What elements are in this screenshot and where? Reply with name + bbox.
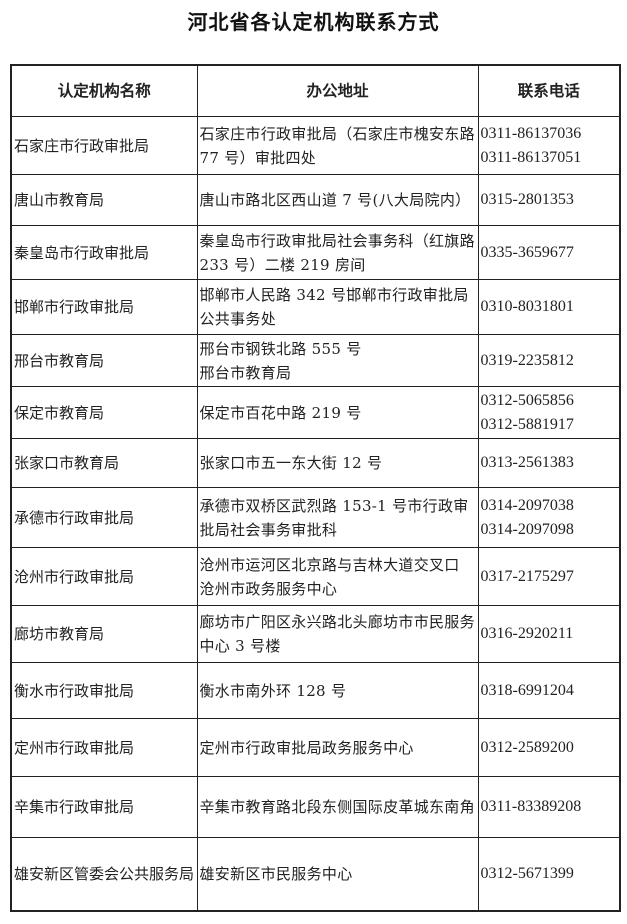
table-row: 邯郸市行政审批局 邯郸市人民路 342 号邯郸市行政审批局公共事务处 0310-80… bbox=[10, 279, 621, 335]
office-address: 衡水市南外环 128 号 bbox=[196, 662, 479, 719]
contact-phone: 0314-2097038 0314-2097098 bbox=[477, 487, 621, 548]
contact-phone: 0317-2175297 bbox=[477, 547, 621, 606]
table-row: 秦皇岛市行政审批局 秦皇岛市行政审批局社会事务科（红旗路 233 号）二楼 219… bbox=[10, 225, 621, 280]
office-address: 秦皇岛市行政审批局社会事务科（红旗路 233 号）二楼 219 房间 bbox=[196, 225, 479, 280]
office-address: 雄安新区市民服务中心 bbox=[196, 837, 479, 911]
agency-name: 张家口市教育局 bbox=[10, 438, 198, 488]
phone-number: 0314-2097038 bbox=[480, 496, 574, 514]
phone-number: 0311-83389208 bbox=[480, 798, 582, 815]
agency-name: 定州市行政审批局 bbox=[10, 718, 198, 777]
phone-number: 0312-5065856 bbox=[480, 391, 574, 409]
contact-phone: 0312-5065856 0312-5881917 bbox=[477, 386, 621, 439]
contact-phone: 0311-83389208 bbox=[477, 776, 621, 838]
phone-number: 0335-3659677 bbox=[480, 243, 574, 261]
contact-phone: 0318-6991204 bbox=[477, 662, 621, 719]
agency-name: 衡水市行政审批局 bbox=[10, 662, 198, 719]
contact-phone: 0311-86137036 0311-86137051 bbox=[477, 116, 621, 175]
table-row: 衡水市行政审批局 衡水市南外环 128 号 0318-6991204 bbox=[10, 662, 621, 719]
table-header-row: 认定机构名称 办公地址 联系电话 bbox=[10, 64, 621, 117]
phone-number: 0314-2097098 bbox=[480, 520, 574, 538]
table-row: 石家庄市行政审批局 石家庄市行政审批局（石家庄市槐安东路 77 号）审批四处 031… bbox=[10, 116, 621, 175]
agency-name: 保定市教育局 bbox=[10, 386, 198, 439]
agency-name: 辛集市行政审批局 bbox=[10, 776, 198, 838]
agency-name: 雄安新区管委会公共服务局 bbox=[10, 837, 198, 911]
agency-name: 邯郸市行政审批局 bbox=[10, 279, 198, 335]
office-address: 承德市双桥区武烈路 153-1 号市行政审批局社会事务审批科 bbox=[196, 487, 479, 548]
table-row: 唐山市教育局 唐山市路北区西山道 7 号(八大局院内） 0315-2801353 bbox=[10, 174, 621, 226]
office-address: 张家口市五一东大街 12 号 bbox=[196, 438, 479, 488]
phone-number: 0311-86137036 bbox=[480, 124, 582, 142]
phone-number: 0315-2801353 bbox=[480, 191, 574, 208]
office-address: 定州市行政审批局政务服务中心 bbox=[196, 718, 479, 777]
table-row: 邢台市教育局 邢台市钢铁北路 555 号 邢台市教育局 0319-2235812 bbox=[10, 334, 621, 387]
table-row: 张家口市教育局 张家口市五一东大街 12 号 0313-2561383 bbox=[10, 438, 621, 488]
phone-number: 0318-6991204 bbox=[480, 681, 574, 699]
contact-phone: 0313-2561383 bbox=[477, 438, 621, 488]
agency-name: 石家庄市行政审批局 bbox=[10, 116, 198, 175]
agency-name: 唐山市教育局 bbox=[10, 174, 198, 226]
contact-phone: 0316-2920211 bbox=[477, 605, 621, 663]
page-title: 河北省各认定机构联系方式 bbox=[187, 10, 440, 34]
agency-name: 秦皇岛市行政审批局 bbox=[10, 225, 198, 280]
phone-number: 0313-2561383 bbox=[480, 454, 574, 471]
phone-number: 0312-2589200 bbox=[480, 738, 574, 756]
phone-number: 0311-86137051 bbox=[480, 148, 582, 166]
office-address: 廊坊市广阳区永兴路北头廊坊市市民服务中心 3 号楼 bbox=[196, 605, 479, 663]
agency-name: 沧州市行政审批局 bbox=[10, 547, 198, 606]
phone-number: 0317-2175297 bbox=[480, 567, 574, 585]
agency-name: 邢台市教育局 bbox=[10, 334, 198, 387]
header-name: 认定机构名称 bbox=[10, 64, 198, 117]
contact-phone: 0312-5671399 bbox=[477, 837, 621, 911]
table-row: 承德市行政审批局 承德市双桥区武烈路 153-1 号市行政审批局社会事务审批科 03… bbox=[10, 487, 621, 548]
office-address: 邯郸市人民路 342 号邯郸市行政审批局公共事务处 bbox=[196, 279, 479, 335]
phone-number: 0310-8031801 bbox=[480, 298, 574, 315]
table-row: 辛集市行政审批局 辛集市教育路北段东侧国际皮革城东南角 0311-83389208 bbox=[10, 776, 621, 838]
office-address: 石家庄市行政审批局（石家庄市槐安东路 77 号）审批四处 bbox=[196, 116, 479, 175]
table-row: 沧州市行政审批局 沧州市运河区北京路与吉林大道交叉口 沧州市政务服务中心 0317-… bbox=[10, 547, 621, 606]
contact-phone: 0335-3659677 bbox=[477, 225, 621, 280]
office-address: 辛集市教育路北段东侧国际皮革城东南角 bbox=[196, 776, 479, 838]
agency-name: 承德市行政审批局 bbox=[10, 487, 198, 548]
contact-table: 认定机构名称 办公地址 联系电话 石家庄市行政审批局 石家庄市行政审批局（石家庄市… bbox=[10, 64, 621, 912]
table-row: 雄安新区管委会公共服务局 雄安新区市民服务中心 0312-5671399 bbox=[10, 837, 621, 911]
office-address: 沧州市运河区北京路与吉林大道交叉口 沧州市政务服务中心 bbox=[196, 547, 479, 606]
table-row: 廊坊市教育局 廊坊市广阳区永兴路北头廊坊市市民服务中心 3 号楼 0316-2920… bbox=[10, 605, 621, 663]
phone-number: 0312-5881917 bbox=[480, 415, 574, 433]
office-address: 唐山市路北区西山道 7 号(八大局院内） bbox=[196, 174, 479, 226]
office-address: 保定市百花中路 219 号 bbox=[196, 386, 479, 439]
header-address: 办公地址 bbox=[196, 64, 479, 117]
header-phone: 联系电话 bbox=[477, 64, 621, 117]
phone-number: 0316-2920211 bbox=[480, 625, 574, 642]
table-row: 保定市教育局 保定市百花中路 219 号 0312-5065856 0312-5881… bbox=[10, 386, 621, 439]
table-row: 定州市行政审批局 定州市行政审批局政务服务中心 0312-2589200 bbox=[10, 718, 621, 777]
agency-name: 廊坊市教育局 bbox=[10, 605, 198, 663]
phone-number: 0319-2235812 bbox=[480, 351, 574, 369]
office-address: 邢台市钢铁北路 555 号 邢台市教育局 bbox=[196, 334, 479, 387]
contact-phone: 0319-2235812 bbox=[477, 334, 621, 387]
contact-phone: 0310-8031801 bbox=[477, 279, 621, 335]
contact-phone: 0315-2801353 bbox=[477, 174, 621, 226]
contact-phone: 0312-2589200 bbox=[477, 718, 621, 777]
phone-number: 0312-5671399 bbox=[480, 864, 574, 882]
